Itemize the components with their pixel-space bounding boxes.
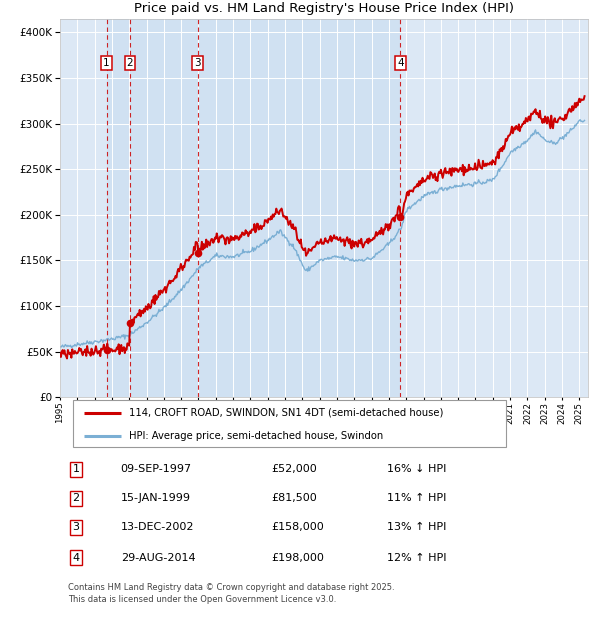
Text: 114, CROFT ROAD, SWINDON, SN1 4DT (semi-detached house): 114, CROFT ROAD, SWINDON, SN1 4DT (semi-… (128, 408, 443, 418)
Text: Contains HM Land Registry data © Crown copyright and database right 2025.
This d: Contains HM Land Registry data © Crown c… (68, 583, 395, 604)
Text: 1: 1 (103, 58, 110, 68)
Text: 29-AUG-2014: 29-AUG-2014 (121, 552, 196, 562)
Text: HPI: Average price, semi-detached house, Swindon: HPI: Average price, semi-detached house,… (128, 432, 383, 441)
Text: 13% ↑ HPI: 13% ↑ HPI (388, 522, 447, 532)
Text: 12% ↑ HPI: 12% ↑ HPI (388, 552, 447, 562)
Text: 3: 3 (194, 58, 201, 68)
Text: 2: 2 (72, 493, 79, 503)
Text: £81,500: £81,500 (271, 493, 317, 503)
Text: 16% ↓ HPI: 16% ↓ HPI (388, 464, 447, 474)
Text: 3: 3 (73, 522, 79, 532)
Text: 4: 4 (72, 552, 79, 562)
Bar (107, 19, 400, 397)
Text: 1: 1 (73, 464, 79, 474)
Text: 11% ↑ HPI: 11% ↑ HPI (388, 493, 447, 503)
Text: 4: 4 (397, 58, 404, 68)
Text: £198,000: £198,000 (271, 552, 324, 562)
Text: £52,000: £52,000 (271, 464, 317, 474)
Text: 15-JAN-1999: 15-JAN-1999 (121, 493, 191, 503)
Title: 114, CROFT ROAD, SWINDON, SN1 4DT
Price paid vs. HM Land Registry's House Price : 114, CROFT ROAD, SWINDON, SN1 4DT Price … (134, 0, 514, 15)
Text: 09-SEP-1997: 09-SEP-1997 (121, 464, 192, 474)
Text: 13-DEC-2002: 13-DEC-2002 (121, 522, 194, 532)
Text: 2: 2 (127, 58, 133, 68)
FancyBboxPatch shape (73, 400, 506, 447)
Text: £158,000: £158,000 (271, 522, 324, 532)
